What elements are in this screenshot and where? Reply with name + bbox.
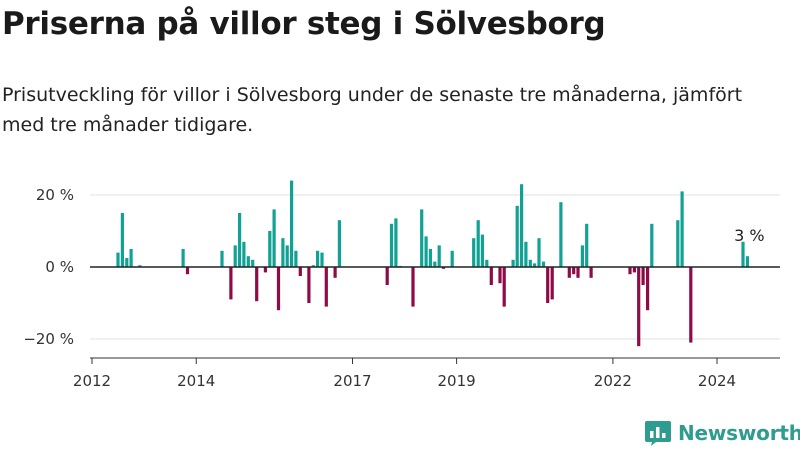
bar bbox=[185, 267, 190, 275]
bar bbox=[324, 267, 328, 307]
bar bbox=[550, 267, 554, 300]
x-tick-label: 2024 bbox=[698, 372, 736, 390]
bar bbox=[428, 249, 432, 267]
bar bbox=[242, 241, 246, 267]
x-axis-ticks: 2012 2014 2017 2019 2022 2024 bbox=[73, 358, 736, 390]
bar bbox=[385, 267, 389, 285]
bar bbox=[572, 267, 576, 275]
bar bbox=[120, 213, 124, 267]
bar bbox=[316, 250, 320, 267]
bar bbox=[476, 220, 480, 267]
page-subtitle: Prisutveckling för villor i Sölvesborg u… bbox=[2, 84, 743, 136]
bar bbox=[502, 267, 506, 307]
bar bbox=[546, 267, 550, 303]
bar bbox=[450, 250, 454, 267]
bar bbox=[585, 223, 589, 267]
y-tick-label: −20 % bbox=[23, 330, 74, 348]
bar bbox=[472, 238, 476, 267]
bar bbox=[298, 267, 302, 276]
annotations: 3 % bbox=[734, 226, 764, 245]
bar bbox=[637, 267, 641, 347]
bar bbox=[589, 267, 593, 278]
bar bbox=[433, 261, 437, 267]
bar-chart: 20 % 0 % −20 % 2012 2014 2017 2019 2022 2024 3 … bbox=[23, 180, 780, 390]
bar bbox=[650, 223, 654, 267]
bar bbox=[480, 234, 484, 267]
bar bbox=[229, 267, 233, 300]
bar bbox=[741, 241, 745, 267]
bar bbox=[511, 259, 515, 267]
bar bbox=[498, 267, 502, 284]
x-tick-label: 2012 bbox=[73, 372, 111, 390]
x-tick-label: 2014 bbox=[177, 372, 215, 390]
bar bbox=[255, 267, 259, 302]
bar bbox=[515, 205, 519, 267]
bar bbox=[632, 267, 636, 273]
bar bbox=[220, 250, 224, 267]
bar bbox=[559, 202, 563, 267]
page-title: Priserna på villor steg i Sölvesborg bbox=[2, 6, 606, 42]
bar bbox=[676, 220, 680, 267]
bar bbox=[680, 191, 684, 267]
bar bbox=[307, 267, 311, 303]
newsworthy-logo: Newsworthy bbox=[644, 418, 800, 448]
bar bbox=[576, 267, 580, 278]
bar bbox=[389, 223, 394, 267]
y-axis-ticks: 20 % 0 % −20 % bbox=[23, 186, 74, 348]
bar bbox=[567, 267, 571, 278]
bar bbox=[238, 213, 242, 267]
bar bbox=[294, 250, 298, 267]
bar bbox=[181, 249, 185, 267]
bar bbox=[520, 184, 524, 267]
brand-name: Newsworthy bbox=[678, 421, 800, 445]
bar bbox=[129, 249, 133, 267]
bar bbox=[311, 265, 315, 267]
newsworthy-logo-icon bbox=[645, 421, 671, 446]
bar bbox=[281, 238, 285, 267]
bar bbox=[272, 209, 276, 267]
bar bbox=[424, 236, 428, 267]
bar bbox=[541, 261, 546, 267]
x-tick-label: 2022 bbox=[594, 372, 632, 390]
bar bbox=[646, 267, 650, 311]
grid-lines bbox=[90, 194, 780, 340]
y-tick-label: 20 % bbox=[36, 186, 74, 204]
bar bbox=[320, 252, 324, 267]
bar bbox=[251, 259, 255, 267]
bar bbox=[485, 259, 489, 267]
bar bbox=[745, 256, 749, 267]
x-tick-label: 2017 bbox=[333, 372, 371, 390]
bar bbox=[441, 267, 446, 269]
bar bbox=[689, 267, 693, 343]
bar bbox=[290, 180, 294, 267]
bar bbox=[524, 241, 528, 267]
bar bbox=[125, 258, 129, 267]
bar bbox=[337, 220, 341, 267]
bar bbox=[394, 218, 398, 267]
bars bbox=[116, 180, 749, 347]
bar bbox=[116, 252, 120, 267]
bar bbox=[420, 209, 424, 267]
bar bbox=[533, 263, 537, 267]
bar bbox=[268, 231, 272, 267]
bar bbox=[276, 267, 281, 311]
bar bbox=[285, 245, 289, 267]
bar bbox=[580, 245, 584, 267]
annotation-label: 3 % bbox=[734, 226, 764, 245]
x-tick-label: 2019 bbox=[438, 372, 476, 390]
bar bbox=[641, 267, 645, 285]
bar bbox=[437, 245, 441, 267]
bar bbox=[489, 267, 493, 285]
bar bbox=[246, 256, 250, 267]
bar bbox=[233, 245, 237, 267]
bar bbox=[537, 238, 541, 267]
y-tick-label: 0 % bbox=[45, 258, 74, 276]
bar bbox=[528, 259, 532, 267]
bar bbox=[628, 267, 632, 275]
bar bbox=[263, 267, 267, 273]
bar bbox=[411, 267, 415, 307]
bar bbox=[138, 265, 142, 267]
bar bbox=[333, 267, 337, 278]
